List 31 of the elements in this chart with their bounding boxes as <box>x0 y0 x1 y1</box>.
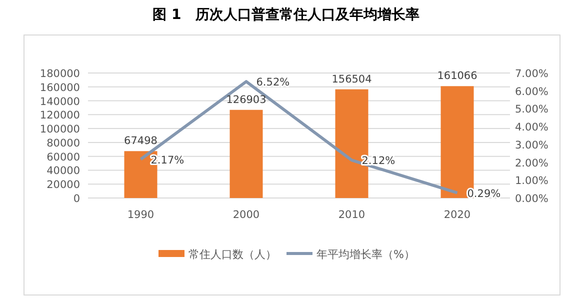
y2-tick-label: 5.00% <box>515 104 548 116</box>
data-label: 6.52% <box>256 76 290 89</box>
y-tick-label: 120000 <box>40 110 80 122</box>
data-label: 161066 <box>437 70 478 82</box>
y2-tick-label: 4.00% <box>515 122 548 134</box>
y-tick-label: 140000 <box>40 96 80 108</box>
x-tick-label: 2010 <box>338 209 366 221</box>
data-label: 126903 <box>226 94 266 106</box>
y-tick-label: 160000 <box>40 82 80 94</box>
y2-tick-label: 0.00% <box>515 193 548 205</box>
legend-label: 常住人口数（人） <box>188 248 276 261</box>
chart-title: 图 1 历次人口普查常住人口及年均增长率 <box>152 6 420 23</box>
y2-tick-label: 2.00% <box>515 157 548 170</box>
y2-tick-label: 7.00% <box>515 68 548 80</box>
y2-tick-label: 3.00% <box>515 139 548 152</box>
x-tick-label: 2000 <box>232 209 260 221</box>
y-tick-label: 20000 <box>46 179 80 192</box>
y-tick-label: 60000 <box>46 151 80 164</box>
y-tick-label: 100000 <box>40 124 80 136</box>
bar <box>230 110 263 198</box>
x-tick-label: 2020 <box>444 209 471 221</box>
y2-tick-label: 6.00% <box>515 86 548 98</box>
data-label: 156504 <box>332 73 372 86</box>
y-tick-label: 180000 <box>40 68 80 80</box>
x-tick-label: 1990 <box>127 209 154 221</box>
data-label: 67498 <box>124 135 158 148</box>
y-tick-label: 80000 <box>46 137 80 150</box>
y-tick-label: 0 <box>73 193 80 205</box>
y-tick-label: 40000 <box>46 165 80 178</box>
y2-tick-label: 1.00% <box>515 175 548 188</box>
legend-label: 年平均增长率（%） <box>316 248 415 261</box>
